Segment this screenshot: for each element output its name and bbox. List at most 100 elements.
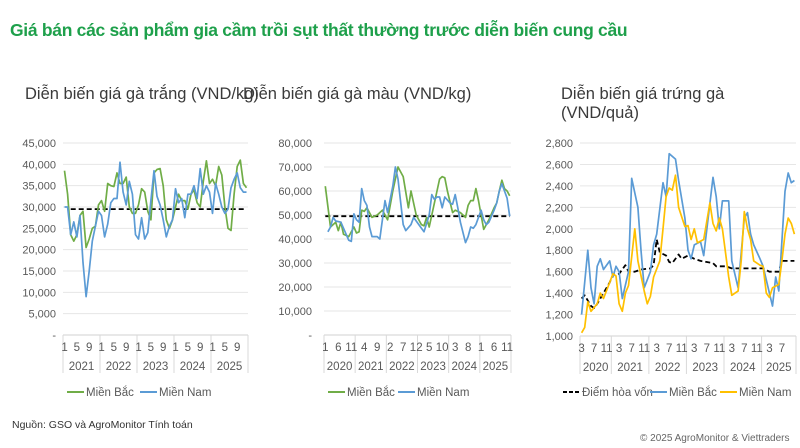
x-tick-label: 7 bbox=[628, 343, 634, 355]
x-tick-label: 2 bbox=[387, 342, 393, 354]
y-tick-label: 80,000 bbox=[278, 138, 312, 150]
y-tick-label: 1,400 bbox=[545, 288, 573, 300]
y-tick-label: 20,000 bbox=[278, 282, 312, 294]
y-tick-label: 10,000 bbox=[278, 306, 312, 318]
series-line-1 bbox=[580, 152, 795, 315]
legend-label: Điểm hòa vốn bbox=[582, 387, 653, 399]
y-tick-label: 2,000 bbox=[545, 224, 573, 236]
main-title: Giá bán các sản phẩm gia cầm trồi sụt th… bbox=[10, 20, 628, 40]
x-year-label: 2021 bbox=[358, 361, 384, 373]
y-tick-label: - bbox=[308, 330, 312, 342]
copyright: © 2025 AgroMonitor & Viettraders bbox=[640, 433, 790, 444]
x-tick-label: 6 bbox=[335, 342, 341, 354]
x-tick-label: 1 bbox=[61, 342, 67, 354]
y-tick-label: 2,800 bbox=[545, 138, 573, 150]
x-tick-label: 10 bbox=[436, 342, 449, 354]
y-tick-label: 30,000 bbox=[22, 202, 56, 214]
x-tick-label: 11 bbox=[676, 343, 688, 355]
source-note: Nguồn: GSO và AgroMonitor Tính toán bbox=[12, 419, 193, 431]
x-tick-label: 11 bbox=[713, 343, 725, 355]
x-tick-label: 9 bbox=[86, 342, 92, 354]
x-tick-label: 9 bbox=[374, 342, 380, 354]
x-tick-label: 3 bbox=[766, 343, 772, 355]
y-tick-label: 10,000 bbox=[22, 287, 56, 299]
x-tick-label: 5 bbox=[148, 342, 154, 354]
y-tick-label: 40,000 bbox=[278, 234, 312, 246]
chart-title-white-chicken: Diễn biến giá gà trắng (VND/kg) bbox=[25, 85, 259, 103]
legend-label: Miền Nam bbox=[159, 387, 211, 399]
x-tick-label: 7 bbox=[779, 343, 785, 355]
x-year-label: 2023 bbox=[143, 361, 169, 373]
y-tick-label: 50,000 bbox=[278, 210, 312, 222]
x-tick-label: 12 bbox=[410, 342, 423, 354]
y-tick-label: 1,200 bbox=[545, 310, 573, 322]
x-tick-label: 7 bbox=[704, 343, 710, 355]
x-tick-label: 9 bbox=[234, 342, 240, 354]
x-tick-label: 3 bbox=[452, 342, 458, 354]
x-tick-label: 9 bbox=[123, 342, 129, 354]
x-tick-label: 5 bbox=[74, 342, 80, 354]
x-tick-label: 9 bbox=[160, 342, 166, 354]
x-year-label: 2021 bbox=[617, 362, 643, 374]
series-line-2 bbox=[580, 174, 796, 334]
x-tick-label: 5 bbox=[426, 342, 432, 354]
x-tick-label: 1 bbox=[135, 342, 141, 354]
x-tick-label: 7 bbox=[666, 343, 672, 355]
x-tick-label: 3 bbox=[616, 343, 622, 355]
x-year-label: 2022 bbox=[106, 361, 132, 373]
y-tick-label: 60,000 bbox=[278, 186, 312, 198]
x-year-label: 2020 bbox=[583, 362, 609, 374]
x-tick-label: 7 bbox=[400, 342, 406, 354]
chart-2: 1,000 1,200 1,400 1,600 1,800 2,000 2,200 2,400… bbox=[545, 138, 797, 399]
chart-1: - 10,000 20,000 30,000 40,000 50,000 60,000 70,… bbox=[278, 138, 513, 399]
x-tick-label: 11 bbox=[501, 342, 513, 354]
x-tick-label: 4 bbox=[361, 342, 368, 354]
legend-label: Miền Nam bbox=[739, 387, 791, 399]
x-tick-label: 11 bbox=[345, 342, 357, 354]
x-year-label: 2023 bbox=[692, 362, 718, 374]
x-year-label: 2023 bbox=[420, 361, 446, 373]
y-tick-label: 1,600 bbox=[545, 267, 573, 279]
chart-0: - 5,000 10,000 15,000 20,000 25,000 30,000 35,0… bbox=[22, 138, 249, 399]
y-tick-label: 70,000 bbox=[278, 162, 312, 174]
x-year-label: 2020 bbox=[327, 361, 353, 373]
x-tick-label: 5 bbox=[222, 342, 228, 354]
x-tick-label: 7 bbox=[591, 343, 597, 355]
legend-label: Miền Bắc bbox=[347, 386, 395, 399]
x-tick-label: 1 bbox=[98, 342, 104, 354]
x-tick-label: 1 bbox=[322, 342, 328, 354]
x-tick-label: 6 bbox=[491, 342, 497, 354]
x-year-label: 2024 bbox=[180, 361, 206, 373]
x-tick-label: 5 bbox=[111, 342, 117, 354]
x-tick-label: 9 bbox=[197, 342, 203, 354]
legend-label: Miền Bắc bbox=[86, 386, 134, 399]
chart-title-egg: Diễn biến giá trứng gà (VND/quả) bbox=[561, 85, 725, 122]
x-tick-label: 11 bbox=[751, 343, 763, 355]
x-tick-label: 11 bbox=[638, 343, 650, 355]
x-year-label: 2024 bbox=[451, 361, 477, 373]
x-tick-label: 11 bbox=[601, 343, 613, 355]
series-line-0 bbox=[324, 166, 511, 238]
y-tick-label: 25,000 bbox=[22, 223, 56, 235]
x-year-label: 2025 bbox=[766, 362, 792, 374]
legend-label: Miền Nam bbox=[417, 387, 469, 399]
x-tick-label: 8 bbox=[465, 342, 471, 354]
y-tick-label: 2,200 bbox=[545, 202, 573, 214]
y-tick-label: 30,000 bbox=[278, 258, 312, 270]
y-tick-label: 1,000 bbox=[545, 331, 573, 343]
legend-label: Miền Bắc bbox=[669, 386, 717, 399]
series-line-1 bbox=[327, 166, 511, 244]
y-tick-label: 2,400 bbox=[545, 181, 573, 193]
x-tick-label: 3 bbox=[578, 343, 584, 355]
x-year-label: 2021 bbox=[69, 361, 95, 373]
x-year-label: 2022 bbox=[389, 361, 415, 373]
series-line-1 bbox=[64, 161, 247, 298]
x-year-label: 2022 bbox=[655, 362, 681, 374]
y-tick-label: 20,000 bbox=[22, 245, 56, 257]
x-tick-label: 3 bbox=[729, 343, 735, 355]
x-year-label: 2025 bbox=[217, 361, 243, 373]
y-tick-label: 15,000 bbox=[22, 266, 56, 278]
x-tick-label: 1 bbox=[478, 342, 484, 354]
x-tick-label: 1 bbox=[209, 342, 215, 354]
